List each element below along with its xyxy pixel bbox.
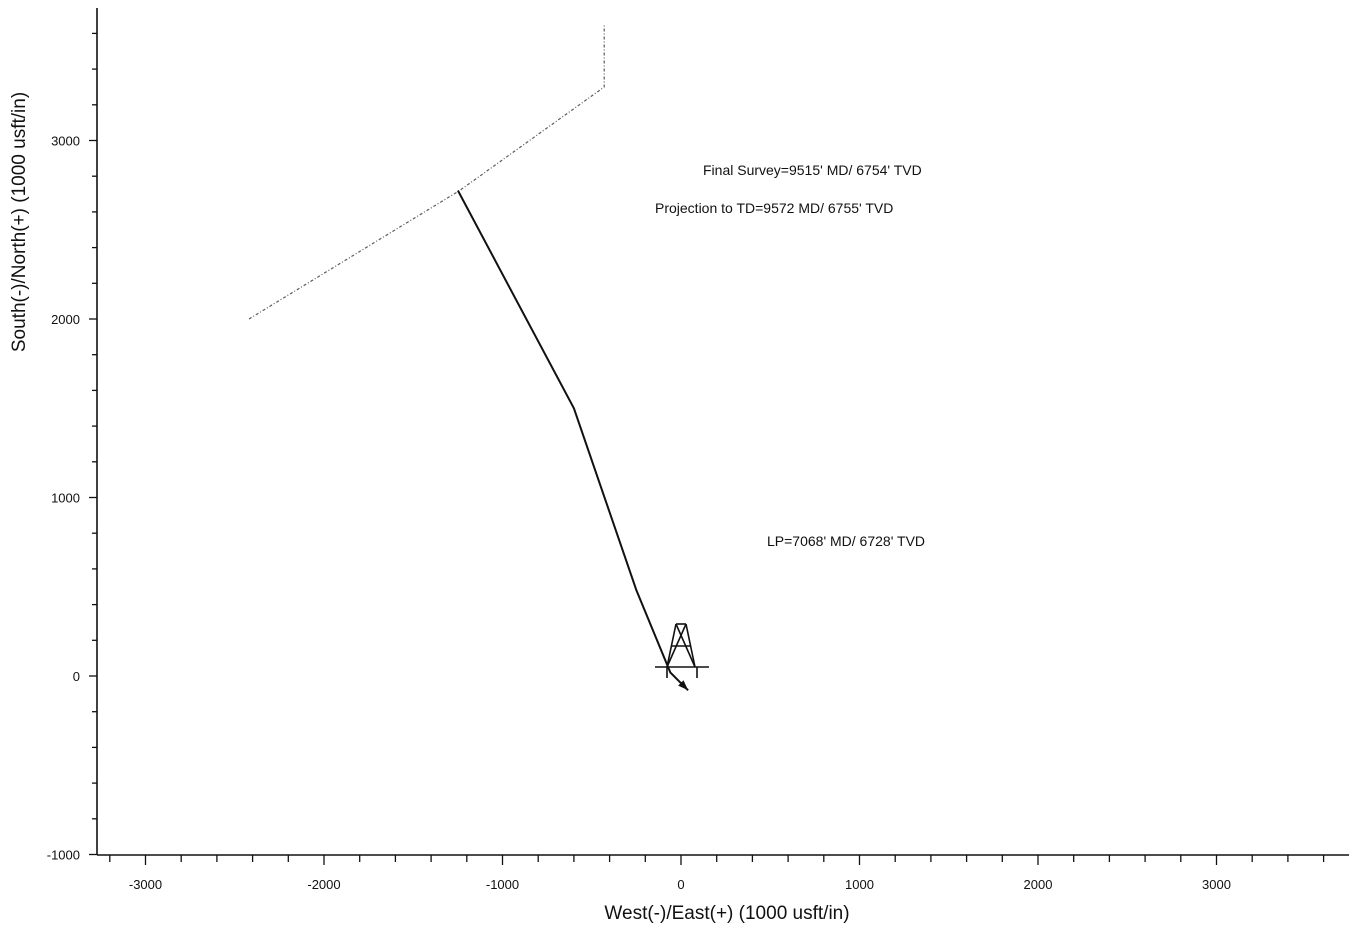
annotation-projection-to-td: Projection to TD=9572 MD/ 6755' TVD [655, 200, 893, 216]
y-tick-label: 1000 [51, 491, 80, 506]
x-axis-title: West(-)/East(+) (1000 usft/in) [604, 903, 849, 924]
x-tick-label: 0 [677, 877, 684, 892]
x-tick-label: -1000 [486, 877, 519, 892]
trajectory-arrowhead [678, 680, 689, 691]
x-tick-label: -2000 [307, 877, 340, 892]
x-tick-label: 3000 [1202, 877, 1231, 892]
series-path-0 [248, 24, 605, 320]
axes [96, 8, 1349, 856]
series-path-1 [457, 190, 689, 692]
annotation-landing-point: LP=7068' MD/ 6728' TVD [767, 533, 925, 549]
y-ticks: -1000 0 1000 2000 3000 [47, 32, 97, 863]
y-tick-label: 2000 [51, 312, 80, 327]
y-tick-label: 3000 [51, 134, 80, 149]
y-axis-title: South(-)/North(+) (1000 usft/in) [9, 92, 30, 352]
annotation-final-survey: Final Survey=9515' MD/ 6754' TVD [703, 162, 922, 178]
x-tick-label: -3000 [129, 877, 162, 892]
x-tick-label: 2000 [1024, 877, 1053, 892]
y-tick-label: 0 [73, 669, 80, 684]
series-layer [248, 24, 689, 692]
y-tick-label: -1000 [47, 848, 80, 863]
x-tick-label: 1000 [845, 877, 874, 892]
x-ticks: -3000 -2000 -1000 0 1000 2000 3000 [109, 855, 1325, 892]
rig-icon [655, 623, 709, 678]
